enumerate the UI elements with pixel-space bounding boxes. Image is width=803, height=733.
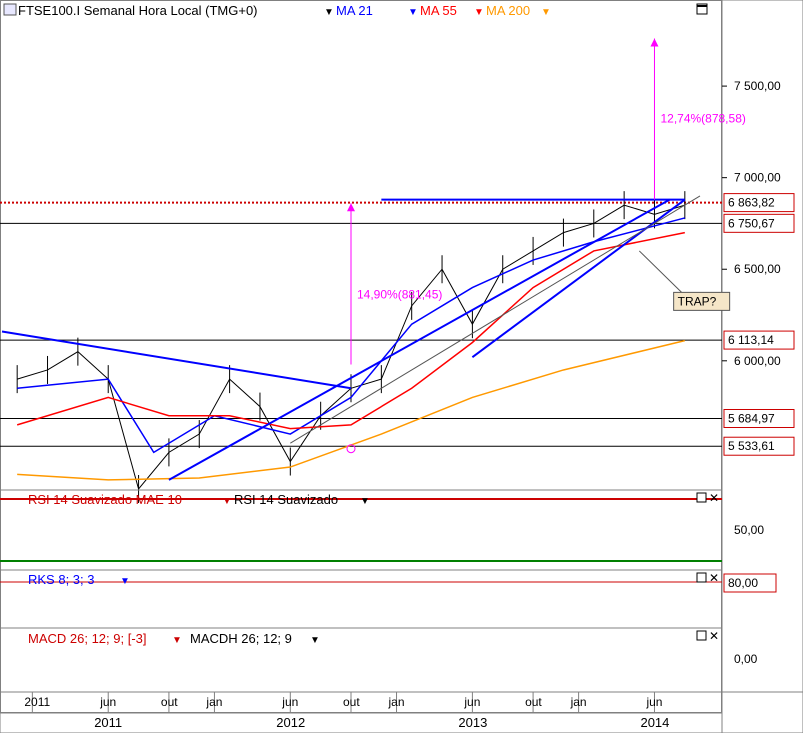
rsi-tick-label: 50,00: [734, 523, 764, 537]
legend-marker: ▼: [222, 496, 232, 507]
legend-marker: ▼: [310, 635, 320, 646]
macd-panel: MACD 26; 12; 9; [-3] ▼ MACDH 26; 12; 9 ▼…: [28, 629, 758, 666]
price-panel: 6 863,82 6 750,67 6 113,14 5 684,97 5 533,61…: [0, 38, 795, 503]
price-level-label: 6 750,67: [728, 216, 775, 230]
legend-ma21[interactable]: MA 21: [336, 3, 373, 18]
rks-tick-label: 80,00: [728, 576, 758, 590]
month-label: out: [343, 695, 360, 709]
year-label: 2012: [276, 715, 305, 730]
month-label: jan: [388, 695, 405, 709]
rks-title[interactable]: RKS 8; 3; 3: [28, 572, 94, 587]
month-label: jun: [281, 695, 298, 709]
month-label: 2011: [24, 695, 50, 709]
support-line: [471, 198, 686, 358]
legend-marker: ▼: [172, 635, 182, 646]
target-arrow-head: [650, 38, 659, 47]
price-axis-label: 7 000,00: [734, 171, 781, 185]
macd-tick-label: 0,00: [734, 652, 758, 666]
price-level-label: 6 113,14: [728, 333, 774, 347]
panel-maximize-button[interactable]: [696, 572, 707, 583]
month-label: jun: [645, 695, 662, 709]
rsi-panel: RSI 14 Suavizado MAE 10 ▼ RSI 14 Suaviza…: [0, 491, 764, 562]
macd-panel-controls: ✕: [696, 629, 719, 643]
price-level-box: [723, 213, 795, 233]
legend-ma200[interactable]: MA 200: [486, 3, 530, 18]
series-ma-55: [16, 231, 685, 430]
price-level-label: 6 863,82: [728, 196, 775, 210]
panel-close-icon[interactable]: ✕: [709, 629, 719, 643]
price-axis-label: 6 000,00: [734, 354, 781, 368]
year-label: 2013: [458, 715, 487, 730]
panel-maximize-button[interactable]: [696, 630, 707, 641]
legend-marker: ▼: [324, 7, 334, 18]
legend-ma55[interactable]: MA 55: [420, 3, 457, 18]
legend-marker: ▼: [408, 7, 418, 18]
rsi-panel-controls: ✕: [696, 491, 719, 505]
series-ma-200: [17, 339, 686, 481]
price-level-label: 5 684,97: [728, 411, 775, 425]
legend-marker: ▼: [541, 7, 551, 18]
trap-label: TRAP?: [678, 294, 717, 308]
year-label: 2011: [94, 715, 122, 730]
chart-header: FTSE100.I Semanal Hora Local (TMG+0) ▼ M…: [3, 3, 708, 18]
month-label: jan: [570, 695, 587, 709]
legend-marker: ▼: [474, 7, 484, 18]
month-label: jun: [99, 695, 116, 709]
series-ma-21: [17, 217, 686, 454]
instrument-icon: [3, 3, 17, 16]
price-level-box: [723, 330, 795, 350]
trap-label-box: [673, 291, 731, 311]
panel-close-icon[interactable]: ✕: [709, 491, 719, 505]
month-label: jan: [205, 695, 222, 709]
rks-panel: RKS 8; 3; 3 ▼ 80,00 ✕: [0, 571, 777, 593]
macdh-title[interactable]: MACDH 26; 12; 9: [190, 631, 292, 646]
maximize-button[interactable]: [696, 3, 708, 15]
trap-pointer: [638, 250, 685, 295]
rsi-title[interactable]: RSI 14 Suavizado: [234, 492, 338, 507]
uptrend-line: [168, 198, 671, 481]
rks-value-box: [723, 573, 777, 593]
rsi-smoothed-title[interactable]: RSI 14 Suavizado MAE 10: [28, 492, 182, 507]
price-axis-label: 6 500,00: [734, 262, 781, 276]
price-level-label: 5 533,61: [728, 439, 775, 453]
price-axis-label: 7 500,00: [734, 79, 781, 93]
month-label: out: [161, 695, 178, 709]
measured-pct-label: 14,90%(881,45): [357, 288, 442, 302]
rks-panel-controls: ✕: [696, 571, 719, 585]
downtrend-line: [1, 330, 352, 390]
price-level-box: [723, 436, 795, 456]
macd-title[interactable]: MACD 26; 12; 9; [-3]: [28, 631, 147, 646]
measured-arrow-head: [347, 203, 355, 212]
legend-marker: ▼: [120, 576, 130, 587]
target-pct-label: 12,74%(878,58): [660, 112, 745, 126]
price-level-box: [723, 408, 795, 428]
time-axis: 2011 jun out jan jun out jan jun out jan jun 2011 20…: [0, 692, 722, 730]
month-label: jun: [463, 695, 480, 709]
price-level-box: [723, 193, 795, 213]
month-label: out: [525, 695, 542, 709]
instrument-title: FTSE100.I Semanal Hora Local (TMG+0): [18, 3, 258, 18]
panel-maximize-button[interactable]: [696, 492, 707, 503]
panel-close-icon[interactable]: ✕: [709, 571, 719, 585]
pivot-circle: [346, 444, 356, 454]
legend-marker: ▼: [360, 496, 370, 507]
long-trend-line: [290, 195, 701, 444]
year-label: 2014: [640, 715, 669, 730]
